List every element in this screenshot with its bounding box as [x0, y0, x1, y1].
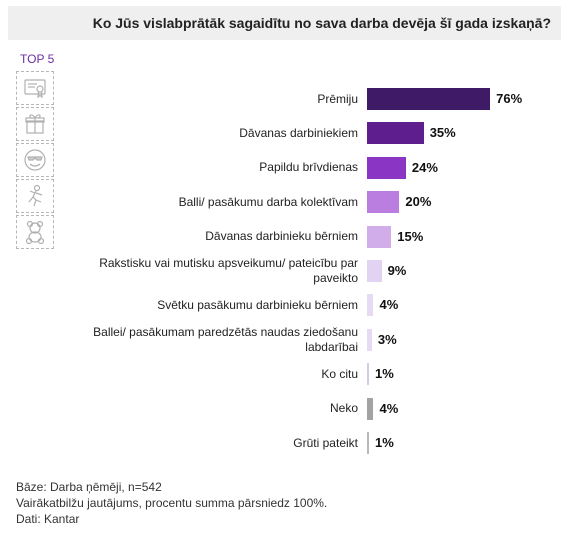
category-label: Dāvanas darbiniekiem	[239, 125, 358, 140]
bar	[367, 363, 369, 386]
bar	[367, 122, 424, 145]
value-label: 3%	[377, 331, 397, 347]
footnote-base: Bāze: Darba ņēmēji, n=542	[16, 480, 162, 494]
value-label: 24%	[411, 159, 438, 175]
category-label: Papildu brīvdienas	[259, 160, 358, 175]
category-label: Ko citu	[321, 366, 358, 381]
teddy-bear-icon	[16, 215, 54, 249]
title-bar: Ko Jūs vislabprātāk sagaidītu no sava da…	[8, 6, 561, 40]
bar	[367, 328, 372, 351]
smiley-sunglasses-icon	[16, 143, 54, 177]
value-label: 15%	[397, 228, 424, 244]
certificate-icon	[16, 71, 54, 105]
bar	[367, 225, 392, 248]
footnote-source: Dati: Kantar	[16, 512, 80, 526]
bar	[367, 294, 374, 317]
bar	[367, 88, 491, 110]
value-label: 76%	[496, 91, 523, 106]
dancing-person-icon	[16, 179, 54, 213]
bar	[367, 156, 406, 179]
category-label: Grūti pateikt	[293, 435, 358, 450]
chart-title: Ko Jūs vislabprātāk sagaidītu no sava da…	[92, 15, 551, 31]
category-label: Svētku pasākumu darbinieku bērniem	[157, 297, 358, 312]
category-label: Rakstisku vai mutisku apsveikumu/ pateic…	[99, 256, 358, 285]
top5-badge: TOP 5	[20, 52, 55, 66]
value-label: 1%	[375, 435, 394, 450]
value-label: 4%	[379, 400, 399, 416]
category-label: Balli/ pasākumu darba kolektīvam	[178, 194, 358, 209]
bar	[367, 191, 400, 214]
category-label: Ballei/ pasākumam paredzētās naudas zied…	[93, 324, 358, 354]
bar	[367, 260, 382, 282]
value-label: 9%	[387, 263, 407, 278]
value-label: 20%	[405, 194, 432, 210]
value-label: 4%	[379, 297, 399, 313]
footnote-multi-answer: Vairākatbilžu jautājums, procentu summa …	[16, 496, 328, 510]
category-label: Prēmiju	[317, 91, 358, 106]
bar	[367, 397, 374, 420]
bar	[367, 432, 369, 454]
value-label: 35%	[429, 125, 456, 141]
category-label: Neko	[329, 401, 358, 416]
value-label: 1%	[375, 366, 394, 382]
gift-icon	[16, 107, 54, 141]
category-label: Dāvanas darbinieku bērniem	[205, 229, 358, 244]
